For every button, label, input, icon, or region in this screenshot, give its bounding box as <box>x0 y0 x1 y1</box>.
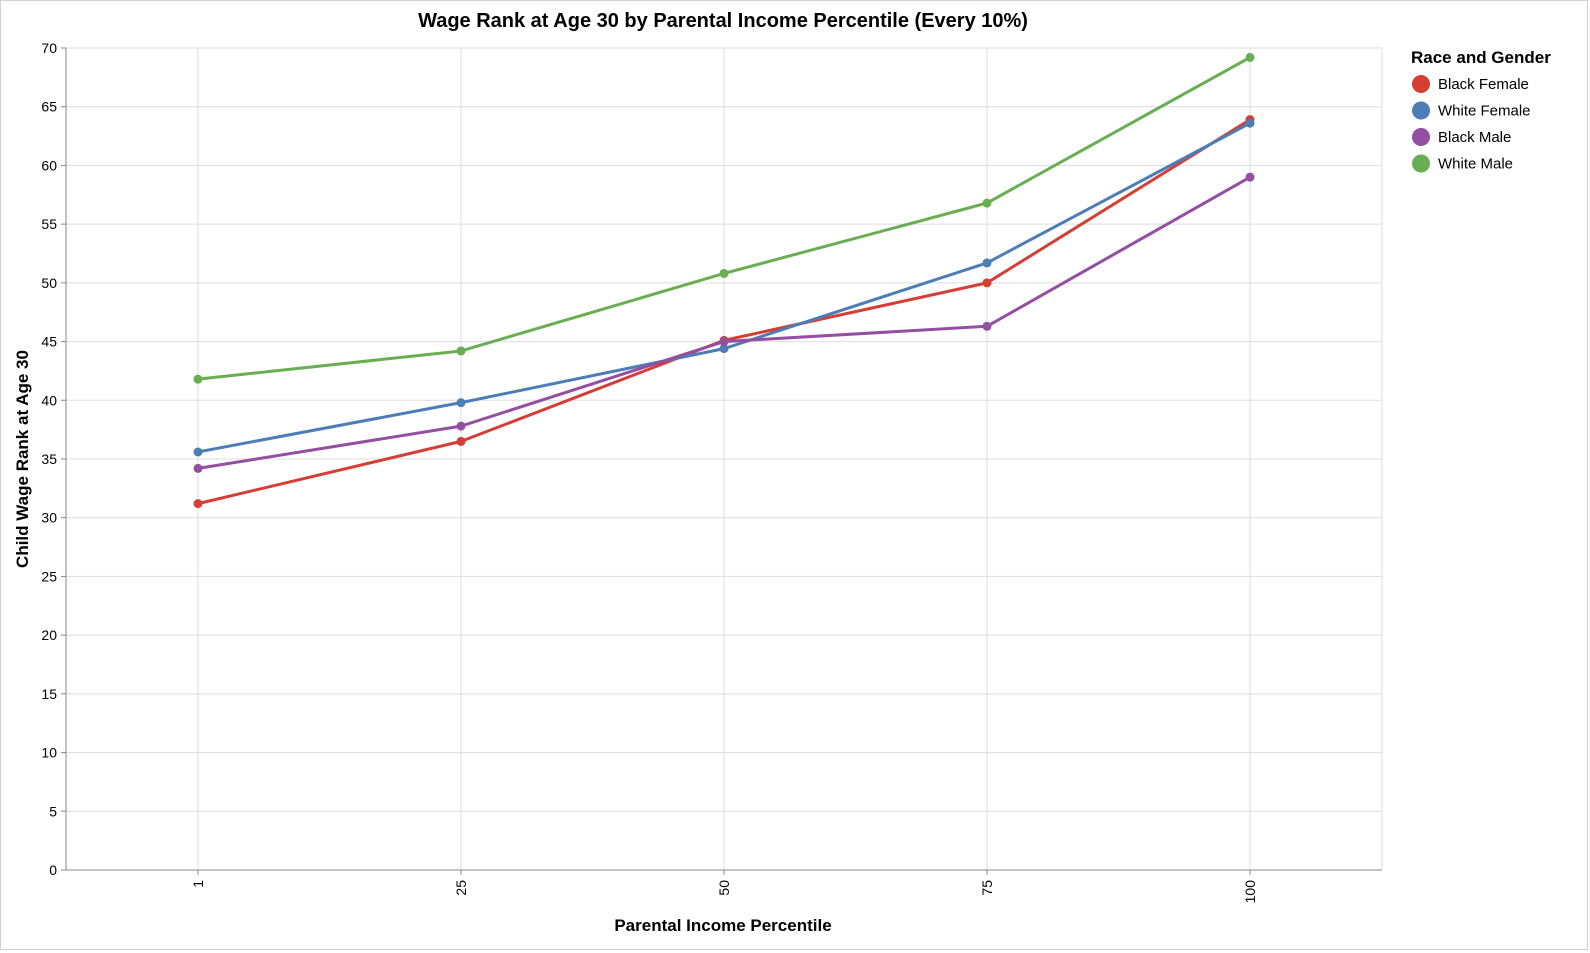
y-tick-label: 50 <box>41 275 57 291</box>
y-tick-label: 30 <box>41 510 57 526</box>
y-tick-label: 35 <box>41 451 57 467</box>
x-tick-label: 75 <box>979 880 995 896</box>
y-tick-label: 65 <box>41 99 57 115</box>
data-point-white-female[interactable] <box>193 447 203 457</box>
y-tick-label: 5 <box>49 803 57 819</box>
x-tick-label: 100 <box>1242 880 1258 904</box>
legend-swatch-white-male <box>1412 154 1430 173</box>
data-point-white-female[interactable] <box>1245 118 1255 128</box>
data-point-white-male[interactable] <box>193 374 203 384</box>
y-tick-label: 15 <box>41 686 57 702</box>
data-point-black-male[interactable] <box>719 337 729 347</box>
x-axis-title: Parental Income Percentile <box>614 916 831 935</box>
x-tick-label: 25 <box>453 880 469 896</box>
data-point-black-male[interactable] <box>1245 172 1255 182</box>
data-point-white-female[interactable] <box>456 398 466 408</box>
legend-swatch-black-female <box>1412 75 1430 93</box>
y-axis-title: Child Wage Rank at Age 30 <box>13 350 32 568</box>
data-point-white-male[interactable] <box>982 198 992 208</box>
y-tick-label: 45 <box>41 334 57 350</box>
x-tick-label: 50 <box>716 880 732 896</box>
x-tick-label: 1 <box>190 880 206 888</box>
data-point-white-female[interactable] <box>719 344 729 354</box>
legend: Race and Gender Black Female White Female… <box>1411 48 1551 173</box>
legend-title: Race and Gender <box>1411 48 1551 67</box>
y-tick-label: 0 <box>49 862 57 878</box>
y-tick-label: 25 <box>41 568 57 584</box>
legend-label-white-male: White Male <box>1438 156 1513 173</box>
y-tick-label: 55 <box>41 216 57 232</box>
data-point-white-male[interactable] <box>719 268 729 278</box>
data-point-white-male[interactable] <box>456 346 466 356</box>
y-tick-label: 10 <box>41 745 57 761</box>
y-tick-label: 40 <box>41 392 57 408</box>
data-point-black-female[interactable] <box>193 499 203 509</box>
series-lines <box>193 52 1255 509</box>
data-point-black-female[interactable] <box>456 436 466 446</box>
legend-swatch-black-male <box>1412 128 1430 146</box>
data-point-black-male[interactable] <box>193 463 203 473</box>
legend-label-black-female: Black Female <box>1438 76 1529 93</box>
data-point-black-male[interactable] <box>982 321 992 331</box>
data-point-white-male[interactable] <box>1245 52 1255 62</box>
chart-title: Wage Rank at Age 30 by Parental Income P… <box>418 10 1028 32</box>
data-point-white-female[interactable] <box>982 258 992 268</box>
y-tick-label: 60 <box>41 157 57 173</box>
legend-label-black-male: Black Male <box>1438 129 1511 146</box>
y-tick-label: 70 <box>41 40 57 56</box>
data-point-black-male[interactable] <box>456 421 466 431</box>
legend-swatch-white-female <box>1412 101 1430 120</box>
y-tick-label: 20 <box>41 627 57 643</box>
axes: 0 5 10 15 20 25 30 35 40 45 50 55 60 65 70 1 25 50 75 100 <box>41 40 1382 903</box>
legend-label-white-female: White Female <box>1438 103 1531 120</box>
data-point-black-female[interactable] <box>982 278 992 288</box>
